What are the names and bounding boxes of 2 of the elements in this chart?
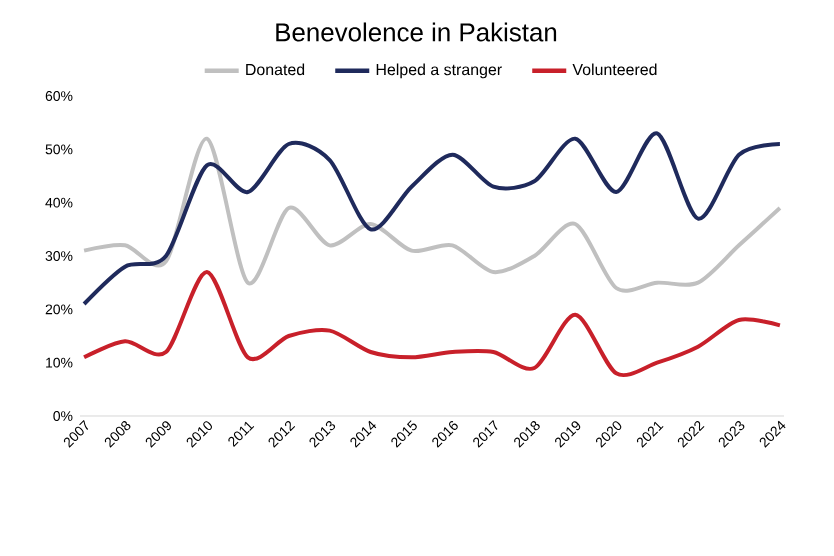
chart-title: Benevolence in Pakistan [276, 22, 557, 42]
line-series [82, 270, 782, 378]
